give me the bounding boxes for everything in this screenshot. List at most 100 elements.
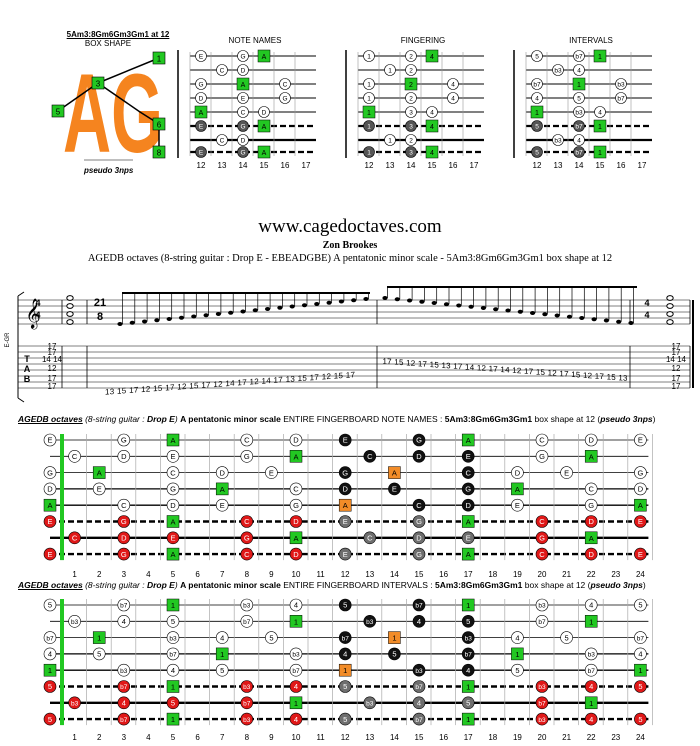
board-note-label: G [342, 468, 348, 477]
mini-note [426, 106, 438, 118]
note-head [142, 319, 148, 324]
fret-number: 24 [636, 733, 645, 742]
fret-number: 20 [538, 733, 547, 742]
board-note-label: b7 [415, 603, 423, 610]
mini-note [405, 134, 417, 146]
board-note [535, 449, 549, 463]
board-note-label: G [465, 485, 471, 494]
mini-note-label: G [240, 150, 245, 157]
note-head [456, 303, 462, 308]
heading2-3nps: pseudo 3nps [590, 580, 643, 590]
note-names-heading: AGEDB octaves (8-string guitar : Drop E)… [18, 414, 698, 424]
mini-diagram-title: NOTE NAMES [229, 36, 282, 45]
fret-number: 7 [220, 733, 225, 742]
mini-note [531, 78, 543, 90]
mini-note [237, 92, 249, 104]
board-root-note [584, 531, 598, 545]
board-note [363, 449, 377, 463]
mini-note-label: 1 [598, 54, 602, 61]
board-note [584, 663, 598, 677]
board-note-label: E [170, 534, 175, 543]
mini-note [363, 50, 375, 62]
mini-root-note [257, 49, 271, 63]
fret-number: 23 [611, 733, 620, 742]
mini-note [237, 146, 249, 158]
mini-note-label: 5 [535, 54, 539, 61]
board-note-label: D [219, 468, 225, 477]
board-root-note [166, 515, 180, 528]
chord-tab-number: 12 [48, 364, 57, 373]
board-note-label: 4 [294, 682, 298, 691]
board-root-note [461, 547, 475, 561]
board-note [289, 712, 303, 726]
whole-note [66, 319, 74, 325]
mini-fret-number: 12 [365, 161, 374, 170]
board-note [289, 547, 303, 561]
board-note-label: G [416, 517, 422, 526]
system-brace-bottom [17, 397, 25, 403]
board-note-label: 5 [565, 633, 569, 642]
mini-root-note [593, 145, 607, 159]
board-note-label: D [121, 534, 127, 543]
board-note-label: 1 [466, 683, 470, 692]
board-note [43, 598, 57, 612]
board-note-label: E [47, 550, 52, 559]
board-note [68, 614, 81, 628]
mini-note-label: 1 [577, 82, 581, 89]
board-note-label: b3 [71, 619, 79, 626]
heading2-drop: Drop E [146, 580, 175, 590]
board-note-label: A [466, 436, 471, 445]
note-head [468, 304, 474, 309]
board-note-label: D [638, 485, 644, 494]
note-head [419, 299, 425, 304]
board-note [584, 680, 598, 693]
chord-tab-number: 12 [672, 364, 681, 373]
mini-fret-number: 14 [407, 161, 416, 170]
system-brace-top [17, 291, 25, 297]
note-head [314, 302, 320, 306]
board-note-label: b7 [588, 668, 596, 675]
mini-note-label: A [262, 54, 267, 61]
mini-fret-number: 16 [617, 161, 626, 170]
board-note-label: 1 [589, 699, 593, 708]
mini-note [531, 92, 543, 104]
board-note-label: b3 [243, 717, 251, 724]
mini-note-label: 1 [367, 124, 371, 131]
note-head [530, 311, 536, 315]
mini-root-note [257, 145, 271, 159]
note-head [616, 319, 622, 324]
heading-close: ) [174, 414, 178, 424]
board-note-label: C [539, 517, 545, 526]
board-note [461, 498, 475, 512]
fret-number: 11 [316, 733, 325, 742]
mini-note-label: b3 [575, 110, 583, 117]
box-shape-subtitle: BOX SHAPE [84, 39, 132, 48]
board-note-label: E [170, 452, 175, 461]
time-sig-main-bottom: 8 [97, 311, 103, 323]
note-head [554, 313, 560, 318]
mini-note-label: 1 [367, 96, 371, 103]
board-note [117, 663, 131, 677]
mini-note-label: 4 [430, 150, 434, 157]
mini-note [405, 64, 417, 76]
board-note-label: E [466, 452, 471, 461]
mini-diagram-title: FINGERING [401, 36, 445, 45]
board-note [338, 466, 352, 479]
board-note [560, 631, 573, 644]
board-note [338, 647, 352, 661]
board-note [388, 647, 401, 661]
board-note [412, 547, 426, 561]
mini-root-note [425, 145, 439, 159]
mini-note [237, 120, 249, 132]
chord-tab-number: 14 14 [42, 355, 63, 364]
mini-note-label: b7 [617, 96, 625, 103]
board-note-label: b7 [120, 603, 128, 610]
heading2-shape: 5Am3:8Gm6Gm3Gm1 [435, 580, 523, 590]
board-note [289, 433, 303, 447]
board-note [240, 712, 254, 726]
mini-note [573, 134, 585, 146]
board-root-note [215, 647, 229, 661]
shape-marker [152, 117, 166, 131]
tab-letter: B [24, 374, 31, 384]
board-note-label: 1 [294, 617, 298, 626]
